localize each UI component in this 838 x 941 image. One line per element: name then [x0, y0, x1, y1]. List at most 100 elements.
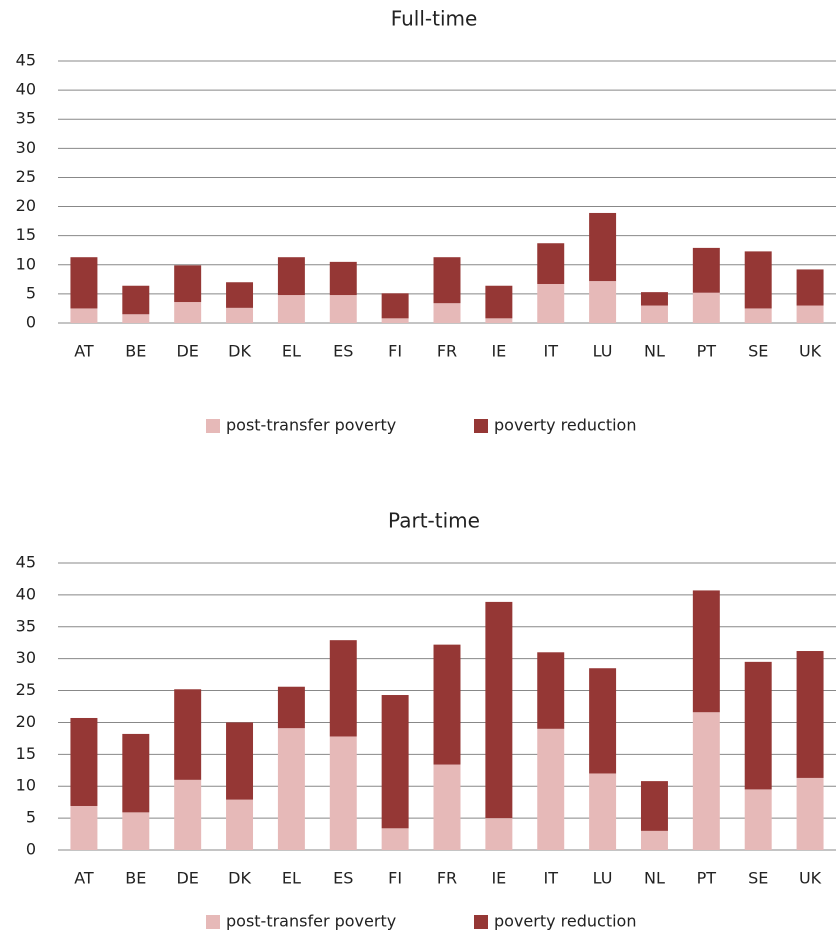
legend-label: post-transfer poverty: [226, 912, 396, 931]
x-tick-label: DK: [228, 869, 251, 888]
x-tick-label: EL: [282, 342, 301, 361]
bar-segment: [174, 779, 202, 850]
bar-segment: [640, 305, 668, 323]
bar-segment: [537, 283, 565, 323]
bar-segment: [226, 722, 254, 800]
bar-segment: [433, 644, 461, 765]
y-tick-label: 45: [16, 51, 36, 70]
x-tick-label: IE: [491, 869, 506, 888]
y-tick-label: 25: [16, 167, 36, 186]
y-tick-label: 0: [26, 313, 36, 332]
bar-segment: [537, 243, 565, 284]
bar-segment: [381, 695, 409, 829]
bar-segment: [433, 257, 461, 304]
y-tick-label: 40: [16, 584, 36, 603]
bar-segment: [589, 773, 617, 850]
bar-segment: [70, 717, 98, 806]
bar-segment: [381, 828, 409, 850]
y-tick-label: 40: [16, 80, 36, 99]
x-tick-label: EL: [282, 869, 301, 888]
x-tick-label: AT: [74, 869, 94, 888]
x-tick-label: IE: [491, 342, 506, 361]
bar-segment: [537, 728, 565, 850]
bar-segment: [277, 295, 305, 323]
bar-segment: [589, 212, 617, 282]
bar-segment: [589, 281, 617, 323]
bar-segment: [277, 728, 305, 850]
x-tick-label: ES: [333, 342, 353, 361]
x-tick-label: NL: [644, 342, 665, 361]
bar-segment: [122, 285, 150, 315]
x-tick-label: PT: [697, 342, 717, 361]
x-tick-label: DK: [228, 342, 251, 361]
legend-swatch: [474, 419, 488, 433]
bar-segment: [122, 733, 150, 813]
x-tick-label: SE: [748, 869, 768, 888]
bar-segment: [122, 314, 150, 323]
bar-segment: [70, 805, 98, 850]
bar-segment: [226, 282, 254, 308]
y-tick-label: 20: [16, 196, 36, 215]
bar-segment: [70, 257, 98, 309]
bar-segment: [640, 830, 668, 850]
chart-title: Part-time: [388, 509, 480, 533]
bar-segment: [329, 261, 357, 296]
bar-segment: [485, 818, 513, 850]
y-tick-label: 45: [16, 553, 36, 572]
x-tick-label: FI: [388, 342, 402, 361]
x-tick-label: IT: [543, 342, 558, 361]
bar-segment: [485, 601, 513, 819]
bar-segment: [329, 295, 357, 323]
x-tick-label: UK: [799, 342, 822, 361]
bar-segment: [433, 303, 461, 323]
bar-segment: [277, 686, 305, 729]
x-tick-label: DE: [176, 342, 198, 361]
x-tick-label: DE: [176, 869, 198, 888]
x-tick-label: FR: [437, 869, 457, 888]
legend-swatch: [206, 419, 220, 433]
x-tick-label: ES: [333, 869, 353, 888]
bar-segment: [381, 293, 409, 319]
bar-segment: [174, 302, 202, 323]
bar-segment: [692, 590, 720, 713]
legend-swatch: [206, 915, 220, 929]
x-tick-label: IT: [543, 869, 558, 888]
chart-title: Full-time: [391, 7, 478, 31]
x-tick-label: LU: [593, 342, 613, 361]
x-tick-label: BE: [125, 342, 146, 361]
y-tick-label: 20: [16, 712, 36, 731]
x-tick-label: AT: [74, 342, 94, 361]
bar-segment: [70, 308, 98, 323]
bar-segment: [226, 799, 254, 850]
bar-segment: [174, 689, 202, 780]
y-tick-label: 30: [16, 648, 36, 667]
x-tick-label: LU: [593, 869, 613, 888]
bar-segment: [744, 661, 772, 790]
bar-segment: [277, 257, 305, 296]
legend-label: poverty reduction: [494, 912, 636, 931]
legend-label: poverty reduction: [494, 416, 636, 435]
bar-segment: [329, 736, 357, 850]
bar-segment: [485, 285, 513, 319]
y-tick-label: 25: [16, 680, 36, 699]
x-tick-label: FR: [437, 342, 457, 361]
bar-segment: [640, 292, 668, 306]
x-tick-label: NL: [644, 869, 665, 888]
x-tick-label: PT: [697, 869, 717, 888]
bar-segment: [692, 292, 720, 323]
legend-swatch: [474, 915, 488, 929]
bar-segment: [226, 307, 254, 323]
y-tick-label: 35: [16, 109, 36, 128]
bar-segment: [381, 318, 409, 323]
bar-segment: [796, 305, 824, 323]
bar-segment: [589, 668, 617, 774]
y-tick-label: 0: [26, 840, 36, 859]
bar-segment: [485, 318, 513, 323]
y-tick-label: 35: [16, 616, 36, 635]
bar-segment: [796, 777, 824, 850]
bar-segment: [433, 764, 461, 850]
bar-segment: [537, 652, 565, 729]
x-tick-label: FI: [388, 869, 402, 888]
bar-segment: [796, 651, 824, 778]
